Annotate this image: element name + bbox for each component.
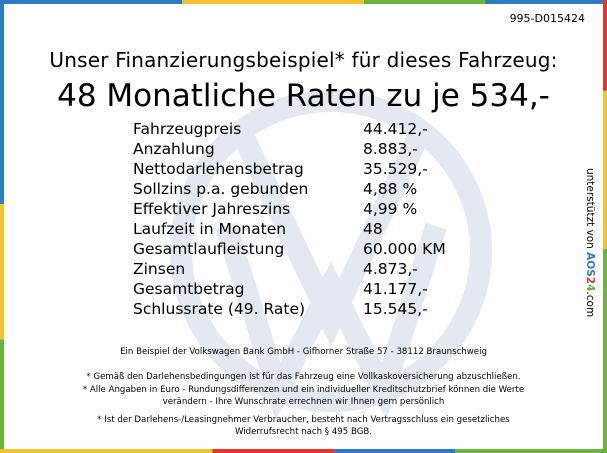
terms-row: Sollzins p.a. gebunden 4,88 % [133, 179, 493, 199]
term-value: 35.529,- [363, 160, 428, 178]
term-value: 8.883,- [363, 140, 418, 158]
term-value: 4,99 % [363, 200, 418, 218]
sponsor-suffix: .com [584, 291, 596, 318]
term-label: Gesamtlaufleistung [133, 240, 285, 258]
term-value: 15.545,- [363, 300, 428, 318]
term-value: 4,88 % [363, 180, 418, 198]
reference-code: 995-D015424 [509, 12, 585, 25]
right-color-border [603, 0, 607, 453]
term-value: 41.177,- [363, 280, 428, 298]
terms-row: Gesamtbetrag 41.177,- [133, 279, 493, 299]
terms-row: Fahrzeugpreis 44.412,- [133, 119, 493, 139]
terms-row: Anzahlung 8.883,- [133, 139, 493, 159]
sponsor-brand-part: 2 [584, 276, 596, 285]
term-label: Fahrzeugpreis [133, 120, 242, 138]
footnote-line: Widerrufsrecht nach § 495 BGB. [234, 427, 373, 437]
footnote-line: * Alle Angaben in Euro - Rundungsdiffere… [82, 385, 525, 395]
vw-logo-icon [170, 90, 492, 416]
sponsor-brand-part: AOS [584, 252, 596, 277]
sponsor-brand-part: 4 [584, 284, 596, 292]
sponsor-prefix: unterstützt von [584, 168, 596, 249]
terms-row: Gesamtlaufleistung 60.000 KM [133, 239, 493, 259]
bottom-color-border [0, 449, 607, 453]
terms-row: Effektiver Jahreszins 4,99 % [133, 199, 493, 219]
terms-row: Zinsen 4.873,- [133, 259, 493, 279]
term-label: Anzahlung [133, 140, 215, 158]
monthly-rate-line: 48 Monatliche Raten zu je 534,- [57, 78, 550, 114]
terms-row: Laufzeit in Monaten 48 [133, 219, 493, 239]
term-label: Schlussrate (49. Rate) [133, 300, 306, 318]
term-label: Effektiver Jahreszins [133, 200, 291, 218]
footnote: * Alle Angaben in Euro - Rundungsdiffere… [0, 384, 607, 408]
footnote: * Gemäß den Darlehensbedingungen ist für… [86, 372, 521, 382]
terms-row: Schlussrate (49. Rate) 15.545,- [133, 299, 493, 319]
sponsor-note: unterstützt von AOS24.com [584, 168, 596, 317]
term-value: 60.000 KM [363, 240, 446, 258]
term-label: Sollzins p.a. gebunden [133, 180, 309, 198]
lender-line: Ein Beispiel der Volkswagen Bank GmbH - … [120, 347, 487, 357]
footnote: * Ist der Darlehens-/Leasingnehmer Verbr… [0, 414, 607, 438]
term-label: Zinsen [133, 260, 186, 278]
term-label: Gesamtbetrag [133, 280, 245, 298]
finance-terms-table: Fahrzeugpreis 44.412,- Anzahlung 8.883,- N… [133, 119, 493, 319]
left-color-border [0, 0, 4, 453]
term-value: 44.412,- [363, 120, 428, 138]
headline: Unser Finanzierungsbeispiel* für dieses … [49, 48, 558, 72]
terms-row: Nettodarlehensbetrag 35.529,- [133, 159, 493, 179]
term-value: 4.873,- [363, 260, 418, 278]
term-label: Laufzeit in Monaten [133, 220, 287, 238]
footnote-line: * Ist der Darlehens-/Leasingnehmer Verbr… [97, 415, 510, 425]
footnote-line: verändern - Ihre Wunschrate errechnen wi… [162, 397, 445, 407]
term-value: 48 [363, 220, 383, 238]
top-color-border [0, 0, 607, 4]
term-label: Nettodarlehensbetrag [133, 160, 304, 178]
sponsor-brand: AOS24 [584, 252, 596, 291]
